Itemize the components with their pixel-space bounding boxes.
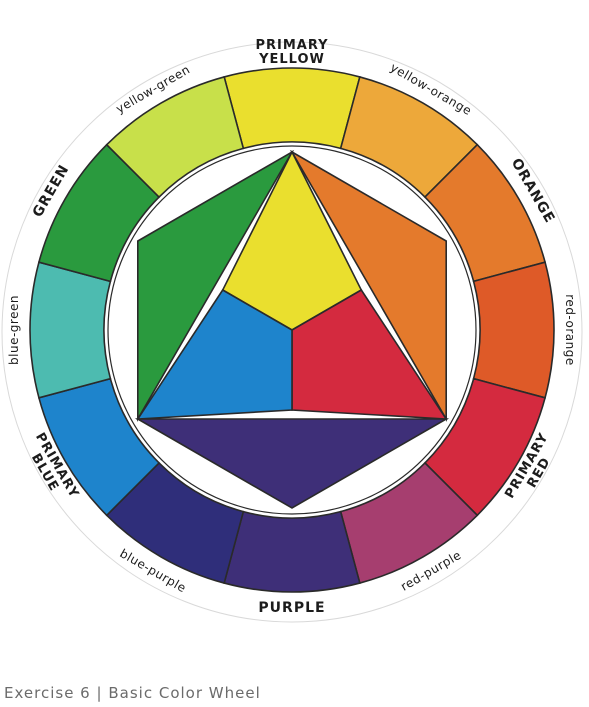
ring-segment-purple	[223, 510, 361, 593]
ring-segment-blue-green	[29, 261, 112, 399]
inner-color-triangles	[134, 149, 450, 509]
inner-triangle-orange	[289, 149, 448, 422]
caption-title: Basic Color Wheel	[108, 684, 261, 702]
label-blue-green: blue-green	[7, 295, 21, 365]
label-purple: PURPLE	[258, 600, 325, 616]
caption-exercise: Exercise 6	[4, 684, 91, 702]
outer-color-ring	[29, 67, 555, 593]
ring-segment-yellow-green	[105, 75, 245, 199]
inner-triangle-purple	[134, 418, 450, 509]
ring-segment-yellow	[223, 67, 361, 150]
inner-triangle-green	[137, 149, 295, 422]
caption-separator: |	[96, 684, 103, 702]
inner-triangle-blue	[136, 288, 293, 420]
ring-segment-red-orange	[472, 261, 555, 399]
caption: Exercise 6 | Basic Color Wheel	[4, 684, 261, 702]
label-yellow: PRIMARY YELLOW	[255, 38, 328, 67]
label-red-orange: red-orange	[564, 294, 578, 365]
